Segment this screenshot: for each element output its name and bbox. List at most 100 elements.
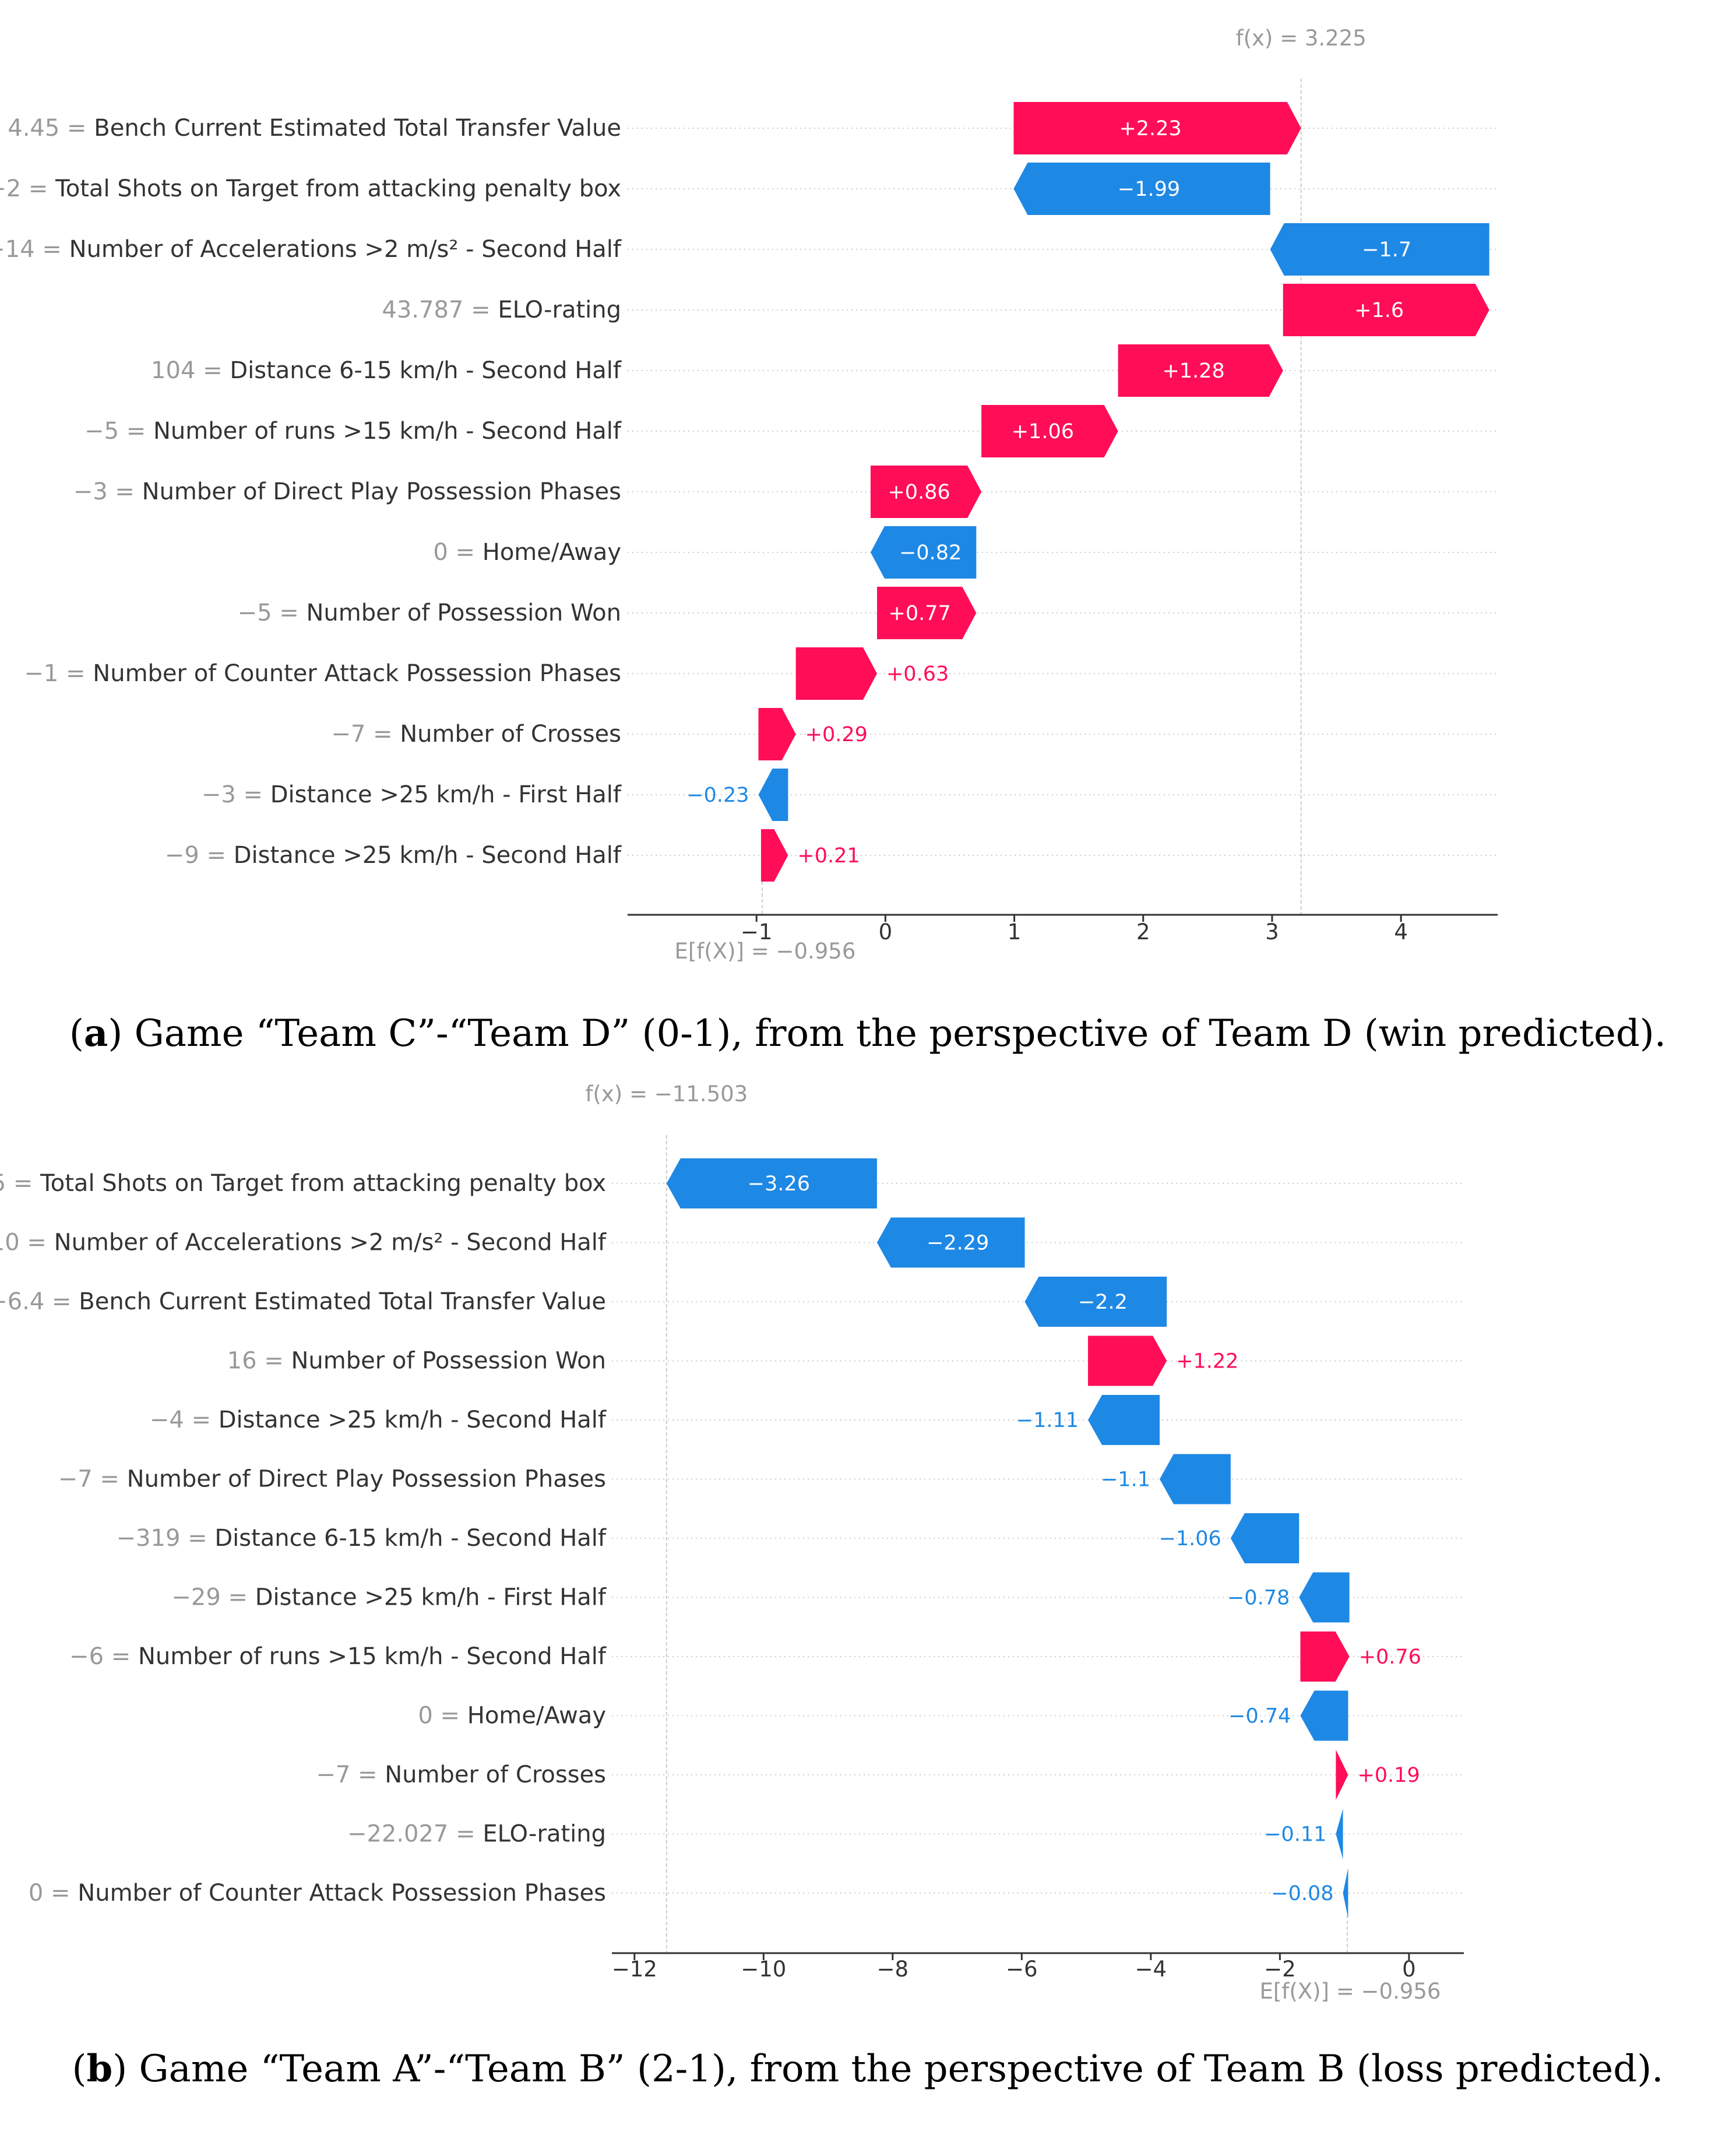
bar-value-label: −1.06 [1159,1527,1221,1550]
x-tick-label: 2 [1136,919,1150,945]
feature-value: 0 [29,1880,43,1907]
feature-label: −7 = Number of Direct Play Possession Ph… [58,1466,606,1493]
bar-value-label: −0.11 [1264,1823,1326,1846]
feature-equals: = [43,1880,78,1907]
feature-value: −5 [238,600,272,626]
feature-equals: = [35,236,69,263]
feature-label: 104 = Distance 6-15 km/h - Second Half [151,357,622,384]
feature-equals: = [108,478,142,505]
feature-label: −2 = Total Shots on Target from attackin… [0,175,621,202]
bar-value-label: +0.77 [889,602,951,625]
feature-value: −6 [69,1643,104,1670]
feature-name: Home/Away [483,539,621,566]
x-tick-label: 0 [879,919,893,945]
feature-name: Number of Possession Won [307,600,622,626]
feature-value: −5 [84,418,119,445]
feature-label: −4 = Distance >25 km/h - Second Half [150,1407,607,1433]
bar-value-label: −2.2 [1078,1291,1128,1314]
bar-value-label: −0.78 [1227,1587,1290,1610]
bar-value-label: +0.21 [797,844,860,868]
caption-paren-close: ) [108,1012,122,1055]
feature-name: Number of Direct Play Possession Phases [142,478,621,505]
feature-value: 104 [151,357,195,384]
feature-name: Number of Counter Attack Possession Phas… [78,1880,606,1907]
bar-positive [1013,102,1301,154]
caption: (a) Game “Team C”-“Team D” (0-1), from t… [69,1012,1666,1055]
bar-negative [1270,223,1489,276]
bar-negative [870,526,977,579]
feature-value: −2 [0,175,21,202]
bar-value-label: +1.6 [1354,299,1404,322]
bar-negative [1336,1809,1343,1859]
caption-paren-close: ) [112,2048,127,2091]
feature-name: Number of Counter Attack Possession Phas… [93,660,621,687]
feature-label: −6.4 = Bench Current Estimated Total Tra… [0,1288,606,1315]
bar-value-label: +1.22 [1176,1350,1238,1373]
x-tick-label: 3 [1265,919,1279,945]
bar-value-label: +0.86 [888,481,950,504]
feature-equals: = [20,1229,54,1256]
caption-text: Game “Team A”-“Team B” (2-1), from the p… [127,2048,1663,2091]
feature-value: −4 [150,1407,184,1433]
feature-label: −9 = Distance >25 km/h - Second Half [165,842,622,869]
bar-negative [666,1158,877,1208]
feature-label: 0 = Number of Counter Attack Possession … [29,1880,606,1907]
feature-value: −5 [0,1170,6,1197]
feature-name: Number of Accelerations >2 m/s² - Second… [54,1229,607,1256]
fx-label: f(x) = −11.503 [585,1081,748,1106]
feature-equals: = [365,721,400,748]
bar-value-label: −0.08 [1271,1882,1333,1905]
feature-name: Distance 6-15 km/h - Second Half [214,1525,607,1552]
caption-letter: a [84,1012,108,1055]
feature-label: −7 = Number of Crosses [316,1761,606,1788]
bar-negative [1088,1395,1160,1445]
feature-label: −319 = Distance 6-15 km/h - Second Half [117,1525,607,1552]
bar-positive [758,708,796,760]
feature-label: 16 = Number of Possession Won [227,1348,606,1375]
bar-value-label: +0.29 [805,723,868,746]
bar-positive [760,829,788,882]
bar-positive [870,466,982,518]
feature-equals: = [104,1643,138,1670]
feature-label: −5 = Number of runs >15 km/h - Second Ha… [84,418,622,445]
bar-value-label: −1.11 [1016,1409,1079,1432]
feature-equals: = [180,1525,214,1552]
x-tick-label: −4 [1135,1957,1167,1982]
bar-positive [1118,344,1283,397]
bar-value-label: +1.28 [1163,360,1225,383]
feature-equals: = [199,842,234,869]
feature-value: −319 [117,1525,181,1552]
x-tick-label: 1 [1008,919,1022,945]
feature-label: −14 = Number of Accelerations >2 m/s² - … [0,236,622,263]
bar-negative [1299,1572,1350,1623]
feature-label: −10 = Number of Accelerations >2 m/s² - … [0,1229,607,1256]
bar-value-label: −1.7 [1362,238,1411,262]
feature-value: −29 [171,1584,220,1611]
feature-name: Number of Possession Won [291,1348,607,1375]
bar-negative [1159,1454,1231,1504]
feature-label: −3 = Distance >25 km/h - First Half [202,781,622,808]
feature-label: −5 = Total Shots on Target from attackin… [0,1170,606,1197]
x-tick-label: −8 [877,1957,909,1982]
feature-equals: = [236,781,270,808]
bar-negative [1300,1690,1348,1741]
feature-value: −10 [0,1229,20,1256]
bar-value-label: −0.82 [899,541,962,565]
feature-equals: = [350,1761,385,1788]
feature-value: −7 [58,1466,93,1493]
feature-label: 0 = Home/Away [418,1703,606,1729]
panel-a: +2.23 4.45 = Bench Current Estimated Tota… [0,26,1666,1055]
feature-name: Number of Accelerations >2 m/s² - Second… [69,236,622,263]
feature-name: Bench Current Estimated Total Transfer V… [79,1288,606,1315]
feature-name: Bench Current Estimated Total Transfer V… [94,115,621,142]
feature-label: −6 = Number of runs >15 km/h - Second Ha… [69,1643,607,1670]
bar-value-label: +0.19 [1357,1764,1420,1787]
feature-value: 0 [433,539,448,566]
bar-negative [1230,1513,1300,1563]
panel-b: −3.26 −5 = Total Shots on Target from att… [0,1081,1664,2091]
bar-value-label: +2.23 [1119,117,1181,140]
feature-value: −7 [316,1761,350,1788]
bar-value-label: +0.63 [886,663,949,686]
feature-value: −6.4 [0,1288,44,1315]
